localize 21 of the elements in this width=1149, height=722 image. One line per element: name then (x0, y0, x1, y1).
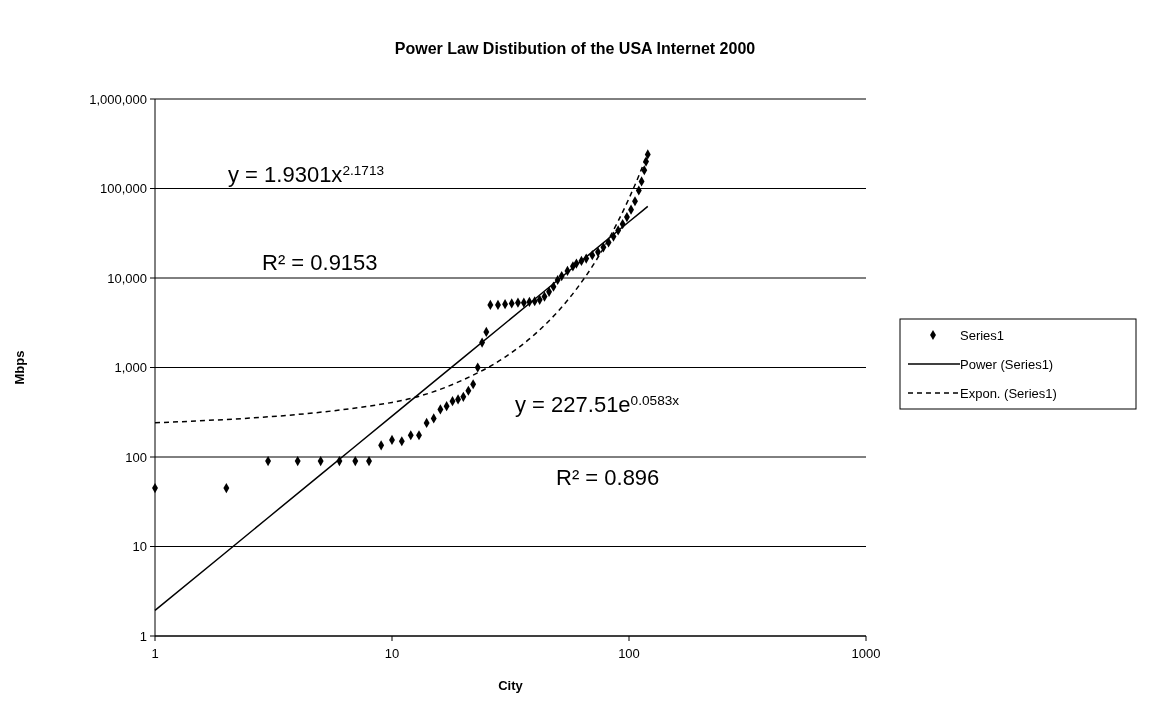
y-axis-title: Mbps (12, 350, 27, 385)
y-tick-label: 100,000 (100, 181, 147, 197)
y-tick-label: 10,000 (107, 270, 147, 286)
x-tick-label: 10 (384, 646, 400, 661)
y-tick-label: 100 (125, 449, 147, 465)
annotation: y = 1.9301x$^{2.1713}$ (228, 162, 385, 187)
annotation: R² = 0.896 (556, 465, 660, 490)
y-tick-label: 1,000,000 (89, 91, 147, 107)
legend-label: Series1 (960, 327, 1005, 343)
x-tick-label: 1 (151, 646, 159, 661)
annotation: R² = 0.9153 (262, 250, 378, 275)
y-tick-label: 10 (132, 539, 147, 555)
legend-label: Power (Series1) (960, 356, 1054, 372)
y-tick-label: 1 (139, 628, 147, 644)
x-axis-title: City (498, 678, 524, 693)
chart-title: Power Law Distibution of the USA Internet 2000 (394, 40, 756, 57)
x-tick-label: 100 (618, 646, 640, 661)
legend-label: Expon. (Series1) (960, 385, 1057, 401)
x-tick-label: 1000 (851, 646, 881, 661)
y-tick-label: 1,000 (114, 360, 147, 376)
annotation: y = 227.51e$^{0.0583x}$ (515, 392, 680, 417)
